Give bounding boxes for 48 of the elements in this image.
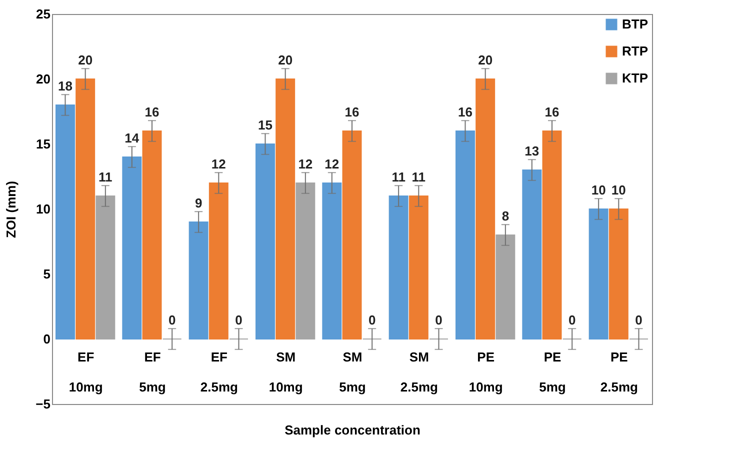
data-label: 0 [168,312,176,328]
y-tick-label: 10 [36,202,50,216]
data-label: 16 [544,104,560,120]
x-tick-label: SM 5mg [339,350,366,394]
x-tick-label: SM 2.5mg [400,350,438,394]
y-tick-label: 15 [36,136,50,152]
data-label: 10 [591,182,606,198]
data-label: 8 [502,208,510,224]
data-label: 0 [568,312,576,328]
y-tick-label: 25 [36,6,50,22]
x-tick-label: PE 2.5mg [600,350,638,394]
data-label: 0 [435,312,442,328]
legend-label: BTP [622,16,648,32]
data-label: 16 [344,104,360,120]
data-label: 18 [58,78,72,94]
data-label: 12 [298,156,313,172]
data-label: 20 [478,52,493,68]
x-axis-title: Sample concentration [284,422,420,438]
data-label: 16 [458,104,472,120]
data-label: 11 [412,170,426,185]
data-label: 13 [524,144,540,159]
data-label: 20 [78,52,93,68]
data-label: 16 [144,104,160,120]
y-tick-label: −5 [36,396,50,412]
legend-label: RTP [622,44,648,58]
x-tick-label: EF 10mg [68,350,103,394]
data-label: 14 [124,130,140,146]
data-label: 12 [211,156,226,172]
data-label: 11 [392,170,406,185]
x-tick-label: EF 2.5mg [200,350,238,394]
legend-label: KTP [622,70,648,86]
data-label: 20 [278,52,293,68]
data-label: 11 [98,170,112,185]
data-label: 12 [324,156,340,172]
y-tick-label: 20 [36,72,50,86]
data-label: 15 [258,118,272,133]
x-tick-label: SM 10mg [268,350,303,394]
data-label: 9 [194,196,202,211]
y-tick-label: 0 [43,332,50,346]
data-label: 0 [368,312,376,328]
x-tick-label: EF 5mg [139,350,166,394]
data-label: 10 [611,182,626,198]
y-tick-label: 5 [43,266,50,282]
data-label: 0 [235,312,242,328]
x-tick-label: PE 10mg [468,350,503,394]
data-label: 0 [635,312,642,328]
x-tick-label: PE 5mg [539,350,566,394]
y-axis-title: ZOI (mm) [4,180,18,238]
